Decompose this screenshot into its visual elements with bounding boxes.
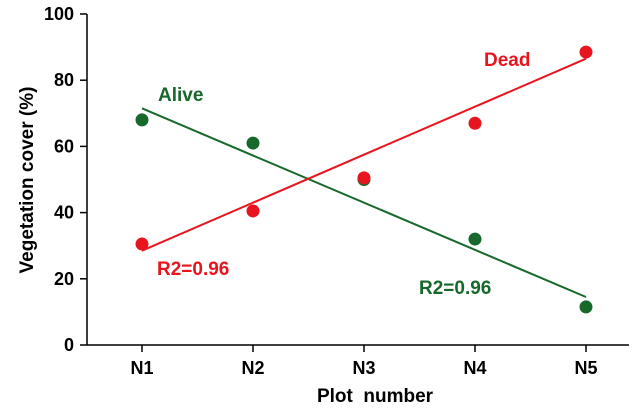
x-axis-title: Plot number bbox=[317, 386, 434, 407]
x-tick-label: N2 bbox=[241, 358, 264, 378]
x-tick-label: N3 bbox=[352, 358, 375, 378]
x-tick-label: N1 bbox=[130, 358, 153, 378]
dead-point-n3 bbox=[357, 171, 371, 185]
data-points bbox=[135, 45, 593, 314]
x-tick-label: N4 bbox=[463, 358, 486, 378]
dead-point-n2 bbox=[246, 204, 260, 218]
y-tick-label: 100 bbox=[44, 4, 74, 24]
dead-trendline bbox=[141, 57, 587, 252]
dead-point-n4 bbox=[468, 116, 482, 130]
dead-point-n5 bbox=[579, 45, 593, 59]
alive-r2-label: R2=0.96 bbox=[419, 278, 491, 299]
y-tick-label: 80 bbox=[54, 70, 74, 90]
x-ticks: N1 N2 N3 N4 N5 bbox=[130, 345, 598, 378]
y-ticks: 0 20 40 60 80 100 bbox=[44, 4, 87, 355]
x-tick-label: N5 bbox=[574, 358, 597, 378]
axes bbox=[86, 14, 629, 346]
alive-point-n4 bbox=[468, 232, 482, 246]
dead-point-n1 bbox=[135, 237, 149, 251]
alive-point-n1 bbox=[135, 113, 149, 127]
alive-point-n2 bbox=[246, 136, 260, 150]
alive-series-label: Alive bbox=[158, 85, 203, 106]
alive-point-n5 bbox=[579, 300, 593, 314]
y-axis-title: Vegetation cover (%) bbox=[17, 87, 38, 274]
y-tick-label: 60 bbox=[54, 136, 74, 156]
trendlines bbox=[141, 57, 587, 298]
y-tick-label: 0 bbox=[64, 335, 74, 355]
dead-r2-label: R2=0.96 bbox=[157, 259, 229, 280]
y-tick-label: 20 bbox=[54, 269, 74, 289]
dead-series-label: Dead bbox=[484, 50, 530, 71]
y-tick-label: 40 bbox=[54, 203, 74, 223]
alive-trendline bbox=[141, 107, 587, 298]
